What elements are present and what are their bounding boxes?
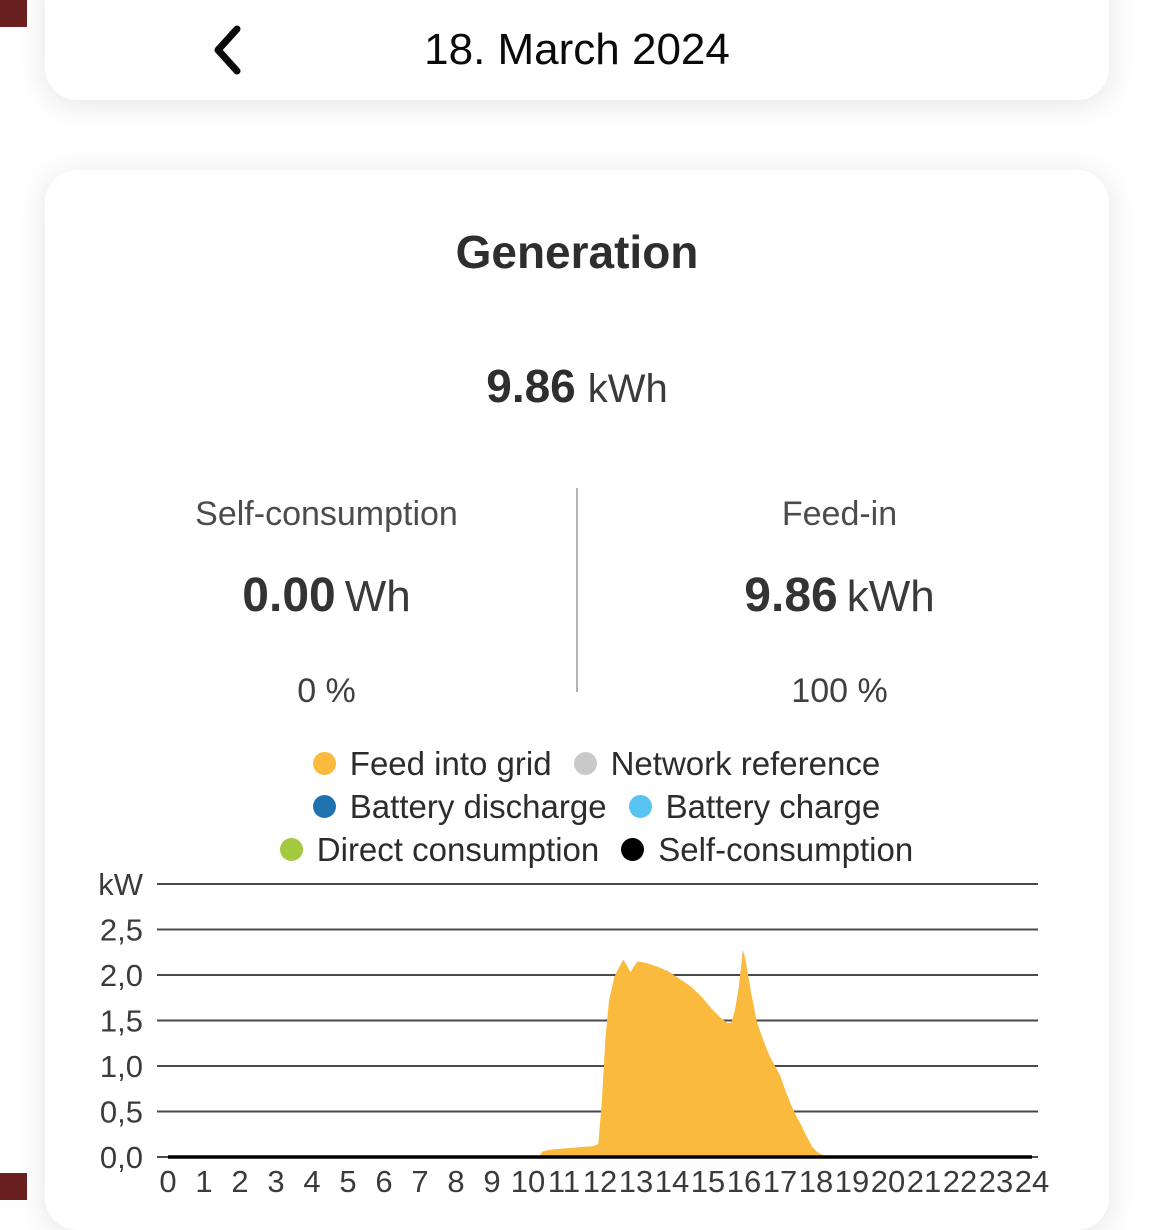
x-tick-label: 0 <box>159 1164 176 1199</box>
legend-row: Battery discharge Battery charge <box>158 785 1035 828</box>
legend-label: Battery discharge <box>350 788 607 826</box>
legend-dot <box>313 752 336 775</box>
feed-in-label: Feed-in <box>574 494 1105 534</box>
x-tick-label: 11 <box>548 1164 580 1199</box>
y-tick-label: 0,5 <box>100 1095 143 1130</box>
self-consumption-unit: Wh <box>345 572 411 621</box>
y-tick-label: 2,0 <box>100 958 143 993</box>
total-generation-value: 9.86 <box>486 360 576 412</box>
x-tick-label: 14 <box>655 1164 689 1199</box>
legend-label: Battery charge <box>666 788 881 826</box>
feed-in-value: 9.86 <box>744 569 837 622</box>
x-tick-label: 22 <box>943 1164 977 1199</box>
self-consumption-percent: 0 % <box>61 671 592 711</box>
x-tick-label: 13 <box>619 1164 653 1199</box>
legend-label: Network reference <box>611 745 881 783</box>
x-tick-label: 16 <box>727 1164 761 1199</box>
x-tick-label: 17 <box>763 1164 797 1199</box>
self-consumption-value: 0.00 <box>242 569 335 622</box>
y-tick-label: 0,0 <box>100 1140 143 1175</box>
series-area-feed-into-grid <box>539 950 827 1157</box>
legend-dot <box>629 795 652 818</box>
screen-corner-accent-bottom-left <box>0 1173 27 1200</box>
legend-item-battery-charge[interactable]: Battery charge <box>629 788 881 826</box>
y-tick-label: 1,0 <box>100 1049 143 1084</box>
x-tick-label: 24 <box>1015 1164 1049 1199</box>
date-header-inner: 18. March 2024 <box>45 0 1109 100</box>
legend-dot <box>621 838 644 861</box>
self-consumption-label: Self-consumption <box>61 494 592 534</box>
card-title: Generation <box>45 226 1109 278</box>
legend-dot <box>574 752 597 775</box>
date-header-card: 18. March 2024 <box>45 0 1109 100</box>
legend-row: Feed into grid Network reference <box>158 742 1035 785</box>
x-tick-label: 1 <box>195 1164 212 1199</box>
x-tick-label: 4 <box>303 1164 320 1199</box>
x-tick-label: 9 <box>483 1164 500 1199</box>
legend-dot <box>280 838 303 861</box>
legend-dot <box>313 795 336 818</box>
screen-corner-accent-top-left <box>0 0 27 27</box>
x-tick-label: 6 <box>375 1164 392 1199</box>
x-tick-label: 19 <box>835 1164 869 1199</box>
date-title: 18. March 2024 <box>45 26 1109 74</box>
y-tick-label: 2,5 <box>100 913 143 948</box>
feed-in-unit: kWh <box>847 572 935 621</box>
x-tick-label: 20 <box>871 1164 905 1199</box>
x-tick-label: 7 <box>411 1164 428 1199</box>
x-tick-label: 12 <box>583 1164 617 1199</box>
x-tick-label: 23 <box>979 1164 1013 1199</box>
legend-item-battery-discharge[interactable]: Battery discharge <box>313 788 607 826</box>
x-tick-label: 10 <box>511 1164 545 1199</box>
y-tick-label: kW <box>98 867 144 902</box>
feed-in-percent: 100 % <box>574 671 1105 711</box>
total-generation-unit: kWh <box>588 367 668 411</box>
legend-item-network-reference[interactable]: Network reference <box>574 745 881 783</box>
x-tick-label: 21 <box>907 1164 941 1199</box>
x-tick-label: 15 <box>691 1164 725 1199</box>
y-tick-label: 1,5 <box>100 1004 143 1039</box>
legend-label: Feed into grid <box>350 745 552 783</box>
x-tick-label: 8 <box>447 1164 464 1199</box>
legend-item-feed-into-grid[interactable]: Feed into grid <box>313 745 552 783</box>
x-tick-label: 2 <box>231 1164 248 1199</box>
x-tick-label: 18 <box>799 1164 833 1199</box>
x-tick-label: 5 <box>339 1164 356 1199</box>
x-tick-label: 3 <box>267 1164 284 1199</box>
total-generation: 9.86 kWh <box>45 360 1109 424</box>
